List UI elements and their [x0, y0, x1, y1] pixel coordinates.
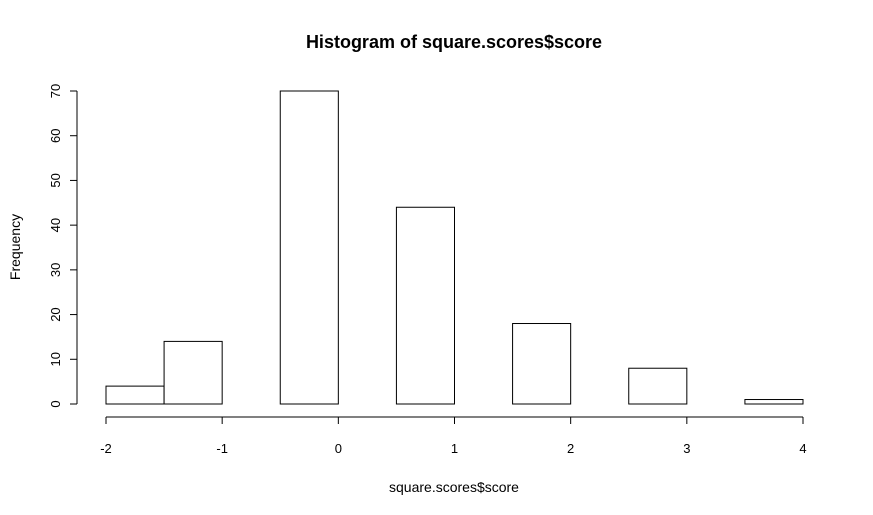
histogram-bar — [163, 340, 223, 405]
x-axis-label: square.scores$score — [389, 479, 519, 495]
x-tick-label: 4 — [799, 441, 806, 456]
histogram-bar — [395, 206, 455, 405]
y-tick-label: 0 — [48, 400, 63, 407]
y-tick-label: 30 — [48, 263, 63, 277]
histogram-bar — [628, 367, 688, 405]
y-axis-label: Frequency — [7, 214, 23, 280]
x-tick-label: -2 — [100, 441, 112, 456]
y-tick-label: 70 — [48, 84, 63, 98]
bars-group — [105, 90, 804, 405]
x-axis: -2 -1 0 1 2 3 4 — [100, 416, 807, 456]
histogram-bar — [279, 90, 339, 405]
y-tick-label: 20 — [48, 307, 63, 321]
x-tick-label: 1 — [451, 441, 458, 456]
y-tick-label: 50 — [48, 173, 63, 187]
x-tick-label: 3 — [683, 441, 690, 456]
y-tick-label: 40 — [48, 218, 63, 232]
y-axis: 0 10 20 30 40 50 60 70 — [48, 84, 78, 408]
x-tick-label: 0 — [335, 441, 342, 456]
y-tick-label: 60 — [48, 128, 63, 142]
chart-title: Histogram of square.scores$score — [306, 32, 602, 52]
x-tick-label: -1 — [216, 441, 228, 456]
histogram-bar — [512, 323, 572, 405]
histogram-bar — [744, 399, 804, 405]
histogram-bar — [105, 385, 165, 405]
y-tick-label: 10 — [48, 352, 63, 366]
x-tick-label: 2 — [567, 441, 574, 456]
